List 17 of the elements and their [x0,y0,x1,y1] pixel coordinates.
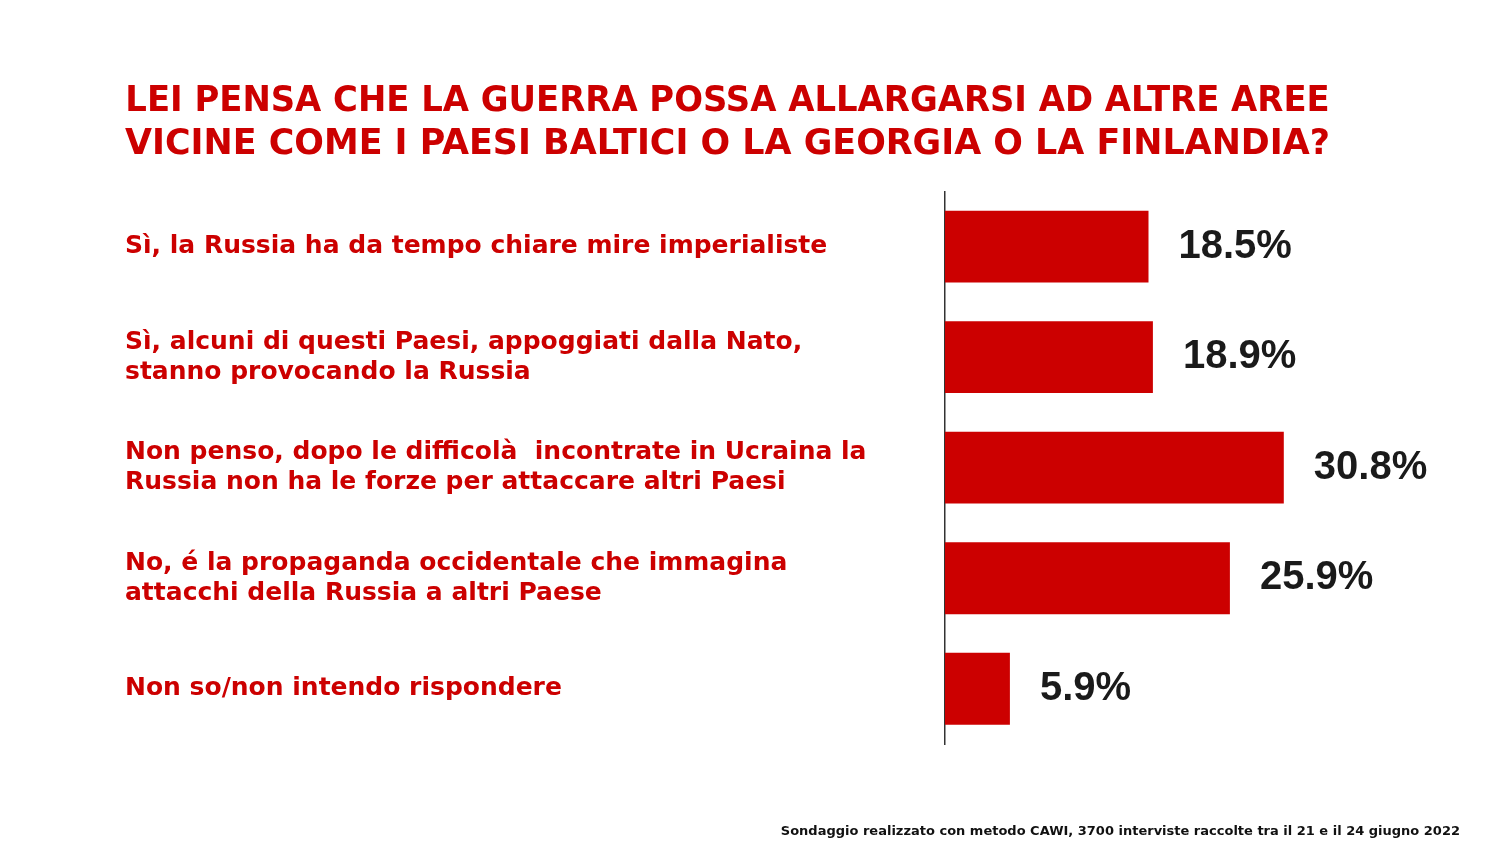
data-label: 25.9% [1259,553,1374,598]
bar [945,210,1149,283]
text: Sondaggio realizzato con metodo CAWI, 3700 interviste raccolte tra il 21 e il 24 giugno 2022 [780,822,1460,838]
y-tick-label: Sì, alcuni di questi Paesi, appoggiati dalla Nato, stanno provocando la Russia [125,325,803,385]
bar [945,321,1153,394]
chart-title: LEI PENSA CHE LA GUERRA POSSA ALLARGARSI AD ALTRE AREE VICINE COME I PAESI BALTICI O LA GEORGIA O LA FINLANDIA? [125,78,1330,163]
y-tick-label: No, é la propaganda occidentale che immagina attacchi della Russia a altri Paese [125,546,788,606]
data-label: 5.9% [1039,663,1132,708]
y-tick-label: Non so/non intendo rispondere [125,672,562,702]
y-tick-label: Non penso, dopo le difficolà incontrate in Ucraina la Russia non ha le forze per attaccare altri Paesi [125,436,867,496]
bar [945,431,1284,504]
bar [945,652,1010,725]
y-tick-label: Sì, la Russia ha da tempo chiare mire imperialiste [125,230,828,260]
data-label: 18.9% [1182,332,1297,377]
data-label: 30.8% [1313,442,1428,487]
bar [945,542,1230,615]
data-label: 18.5% [1178,221,1292,266]
